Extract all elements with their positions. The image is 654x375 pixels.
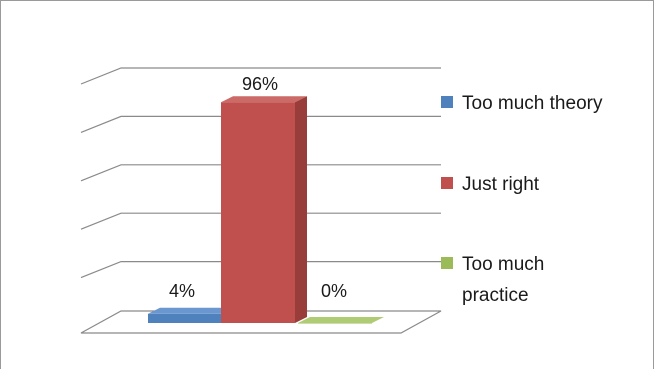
bar-side <box>295 96 307 323</box>
gridline <box>80 67 441 85</box>
bar-2 <box>221 96 307 323</box>
gridline <box>80 115 441 133</box>
gridline <box>80 261 441 279</box>
data-label: 0% <box>321 281 347 301</box>
bars <box>148 96 384 324</box>
legend-label: Just right <box>462 174 540 195</box>
gridline <box>80 164 441 182</box>
bar-top <box>148 307 234 314</box>
bar-front <box>221 102 295 323</box>
bar-3 <box>298 317 384 324</box>
data-labels: 4% 96% 0% <box>169 74 347 301</box>
legend-label: Too much theory <box>462 93 603 114</box>
bar-top <box>298 317 384 323</box>
legend-swatch <box>441 96 453 108</box>
legend-label: Too much practice <box>462 254 544 306</box>
bar-front <box>148 313 222 323</box>
data-label: 4% <box>169 281 195 301</box>
legend-item-2: Just right <box>441 174 540 195</box>
legend-item-1: Too much theory <box>441 93 603 114</box>
legend: Too much theory Just right Too much practic… <box>441 93 603 306</box>
bar-front <box>298 323 372 324</box>
gridline <box>80 212 441 230</box>
legend-swatch <box>441 177 453 189</box>
data-label: 96% <box>242 74 278 94</box>
legend-swatch <box>441 257 453 269</box>
bar-top <box>221 96 307 103</box>
legend-item-3: Too much practice <box>441 254 544 306</box>
